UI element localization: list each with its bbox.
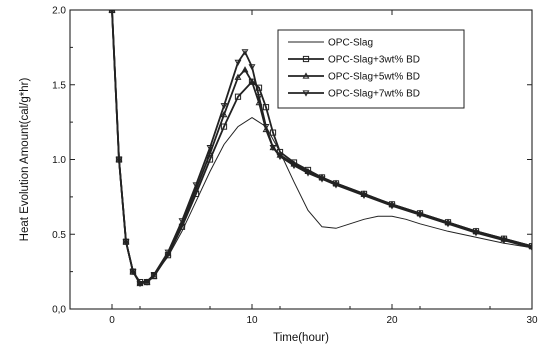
data-point-4-21 xyxy=(304,170,312,177)
legend-label-1: OPC-Slag xyxy=(328,38,373,49)
legend-label-4: OPC-Slag+7wt% BD xyxy=(328,89,420,100)
data-point-2-16 xyxy=(262,104,270,111)
x-tick-label: 30 xyxy=(526,315,538,326)
x-axis-title: Time(hour) xyxy=(273,332,329,344)
y-tick-label: 0,0 xyxy=(52,305,66,316)
data-point-4-23 xyxy=(332,182,340,189)
x-tick-label: 20 xyxy=(386,315,398,326)
legend-label-3: OPC-Slag+5wt% BD xyxy=(328,72,420,83)
data-point-4-11 xyxy=(206,144,214,152)
axes: 0 10 20 30 0,0 0.5 1.0 1.5 2.0 xyxy=(52,6,538,327)
data-point-3-13 xyxy=(234,73,242,80)
data-point-4-17 xyxy=(262,124,270,131)
data-point-4-14 xyxy=(241,49,249,56)
legend-marker-3 xyxy=(302,72,310,79)
x-tick-label: 10 xyxy=(246,315,258,326)
y-axis-title: Heat Evolution Amount(cal/g*hr) xyxy=(19,78,31,242)
y-tick-label: 1.0 xyxy=(52,155,66,166)
data-point-4-7 xyxy=(150,272,158,279)
data-point-4-20 xyxy=(290,162,298,170)
legend-marker-4 xyxy=(302,90,310,97)
plot-area xyxy=(108,10,532,288)
data-point-4-8 xyxy=(164,249,172,256)
data-point-4-29 xyxy=(500,237,508,244)
data-point-4-9 xyxy=(178,218,186,225)
data-point-4-10 xyxy=(192,182,200,189)
data-point-4-22 xyxy=(318,176,326,183)
data-point-4-5 xyxy=(136,281,144,288)
data-point-4-12 xyxy=(220,103,228,110)
data-point-3-15 xyxy=(248,78,256,85)
data-point-4-28 xyxy=(472,230,480,237)
x-tick-label: 0 xyxy=(109,315,115,326)
data-point-4-24 xyxy=(360,192,368,200)
data-point-4-25 xyxy=(388,203,396,210)
data-point-4-4 xyxy=(129,269,137,276)
data-point-4-30 xyxy=(528,245,532,252)
data-point-2-12 xyxy=(220,123,228,130)
y-tick-label: 2.0 xyxy=(52,6,66,17)
data-point-4-18 xyxy=(269,144,277,152)
series-4 xyxy=(109,10,532,288)
data-point-4-27 xyxy=(444,221,452,228)
legend-box xyxy=(277,29,465,109)
legend-label-2: OPC-Slag+3wt% BD xyxy=(328,55,420,66)
data-point-3-14 xyxy=(241,66,249,73)
data-point-4-19 xyxy=(276,153,284,161)
data-point-2-13 xyxy=(234,93,242,100)
legend-marker-2 xyxy=(302,55,310,63)
data-point-4-16 xyxy=(255,94,263,101)
y-tick-label: 1.5 xyxy=(52,80,66,91)
data-point-4-6 xyxy=(143,279,151,286)
data-point-4-3 xyxy=(122,239,130,246)
data-point-3-12 xyxy=(220,111,228,118)
data-point-4-15 xyxy=(248,64,256,71)
data-point-4-13 xyxy=(234,59,242,66)
y-tick-label: 0.5 xyxy=(52,230,66,241)
data-point-2-17 xyxy=(269,129,277,136)
legend: OPC-Slag OPC-Slag+3wt% BD OPC-Slag+5wt% BD… xyxy=(277,29,465,109)
data-point-4-2 xyxy=(115,156,123,164)
data-point-4-26 xyxy=(416,212,424,219)
